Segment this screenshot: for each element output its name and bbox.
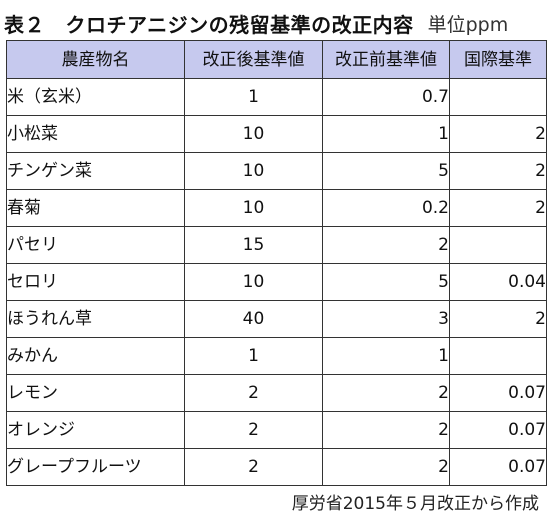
previous-value-cell: 2 [322, 448, 450, 486]
international-standard-cell: 0.07 [449, 411, 547, 449]
international-standard-cell: 0.07 [449, 448, 547, 486]
table-row: 春菊 10 0.2 2 [6, 189, 547, 227]
unit-label: 単位ppm [427, 14, 509, 36]
previous-value-cell: 2 [322, 374, 450, 412]
previous-value-cell: 2 [322, 411, 450, 449]
previous-value-cell: 0.7 [322, 78, 450, 116]
international-standard-cell [449, 78, 547, 116]
crop-name-cell: パセリ [6, 226, 185, 264]
table-row: パセリ 15 2 [6, 226, 547, 264]
column-header-crop: 農産物名 [6, 40, 185, 79]
table-row: 米（玄米） 1 0.7 [6, 78, 547, 116]
international-standard-cell [449, 226, 547, 264]
table-body: 米（玄米） 1 0.7 小松菜 10 1 2 チンゲン菜 10 5 2 春菊 10 0.2 2 パセリ 15 2 セ… [6, 78, 547, 486]
previous-value-cell: 5 [322, 152, 450, 190]
crop-name-cell: オレンジ [6, 411, 185, 449]
residue-standards-table: 農産物名 改正後基準値 改正前基準値 国際基準 米（玄米） 1 0.7 小松菜 10 1 2… [6, 40, 547, 486]
table-row: グレープフルーツ 2 2 0.07 [6, 448, 547, 486]
table-row: セロリ 10 5 0.04 [6, 263, 547, 301]
column-header-international-standard: 国際基準 [449, 40, 547, 79]
table-header: 農産物名 改正後基準値 改正前基準値 国際基準 [6, 40, 547, 79]
international-standard-cell: 2 [449, 300, 547, 338]
revised-value-cell: 40 [184, 300, 323, 338]
international-standard-cell: 0.04 [449, 263, 547, 301]
crop-name-cell: 米（玄米） [6, 78, 185, 116]
international-standard-cell: 0.07 [449, 374, 547, 412]
revised-value-cell: 10 [184, 189, 323, 227]
table-row: レモン 2 2 0.07 [6, 374, 547, 412]
previous-value-cell: 5 [322, 263, 450, 301]
column-header-previous-value: 改正前基準値 [322, 40, 450, 79]
revised-value-cell: 10 [184, 152, 323, 190]
international-standard-cell: 2 [449, 115, 547, 153]
revised-value-cell: 10 [184, 115, 323, 153]
crop-name-cell: グレープフルーツ [6, 448, 185, 486]
header-row: 農産物名 改正後基準値 改正前基準値 国際基準 [6, 40, 547, 79]
revised-value-cell: 2 [184, 411, 323, 449]
table-row: 小松菜 10 1 2 [6, 115, 547, 153]
revised-value-cell: 1 [184, 78, 323, 116]
revised-value-cell: 1 [184, 337, 323, 375]
crop-name-cell: みかん [6, 337, 185, 375]
previous-value-cell: 3 [322, 300, 450, 338]
crop-name-cell: レモン [6, 374, 185, 412]
crop-name-cell: 小松菜 [6, 115, 185, 153]
previous-value-cell: 1 [322, 337, 450, 375]
revised-value-cell: 2 [184, 448, 323, 486]
table-row: チンゲン菜 10 5 2 [6, 152, 547, 190]
table-title: 表２ クロチアニジンの残留基準の改正内容 [4, 13, 414, 37]
title-row: 表２ クロチアニジンの残留基準の改正内容 単位ppm [4, 6, 547, 38]
revised-value-cell: 10 [184, 263, 323, 301]
crop-name-cell: チンゲン菜 [6, 152, 185, 190]
table-row: みかん 1 1 [6, 337, 547, 375]
previous-value-cell: 0.2 [322, 189, 450, 227]
previous-value-cell: 1 [322, 115, 450, 153]
crop-name-cell: 春菊 [6, 189, 185, 227]
crop-name-cell: ほうれん草 [6, 300, 185, 338]
revised-value-cell: 15 [184, 226, 323, 264]
international-standard-cell [449, 337, 547, 375]
revised-value-cell: 2 [184, 374, 323, 412]
source-note: 厚労省2015年５月改正から作成 [291, 494, 539, 514]
previous-value-cell: 2 [322, 226, 450, 264]
crop-name-cell: セロリ [6, 263, 185, 301]
international-standard-cell: 2 [449, 189, 547, 227]
table-row: ほうれん草 40 3 2 [6, 300, 547, 338]
table-row: オレンジ 2 2 0.07 [6, 411, 547, 449]
column-header-revised-value: 改正後基準値 [184, 40, 323, 79]
international-standard-cell: 2 [449, 152, 547, 190]
